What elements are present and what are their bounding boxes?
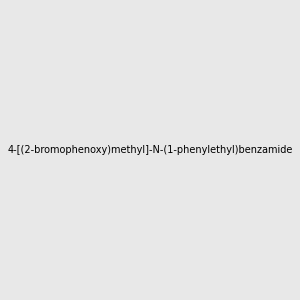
Text: 4-[(2-bromophenoxy)methyl]-N-(1-phenylethyl)benzamide: 4-[(2-bromophenoxy)methyl]-N-(1-phenylet… (7, 145, 293, 155)
